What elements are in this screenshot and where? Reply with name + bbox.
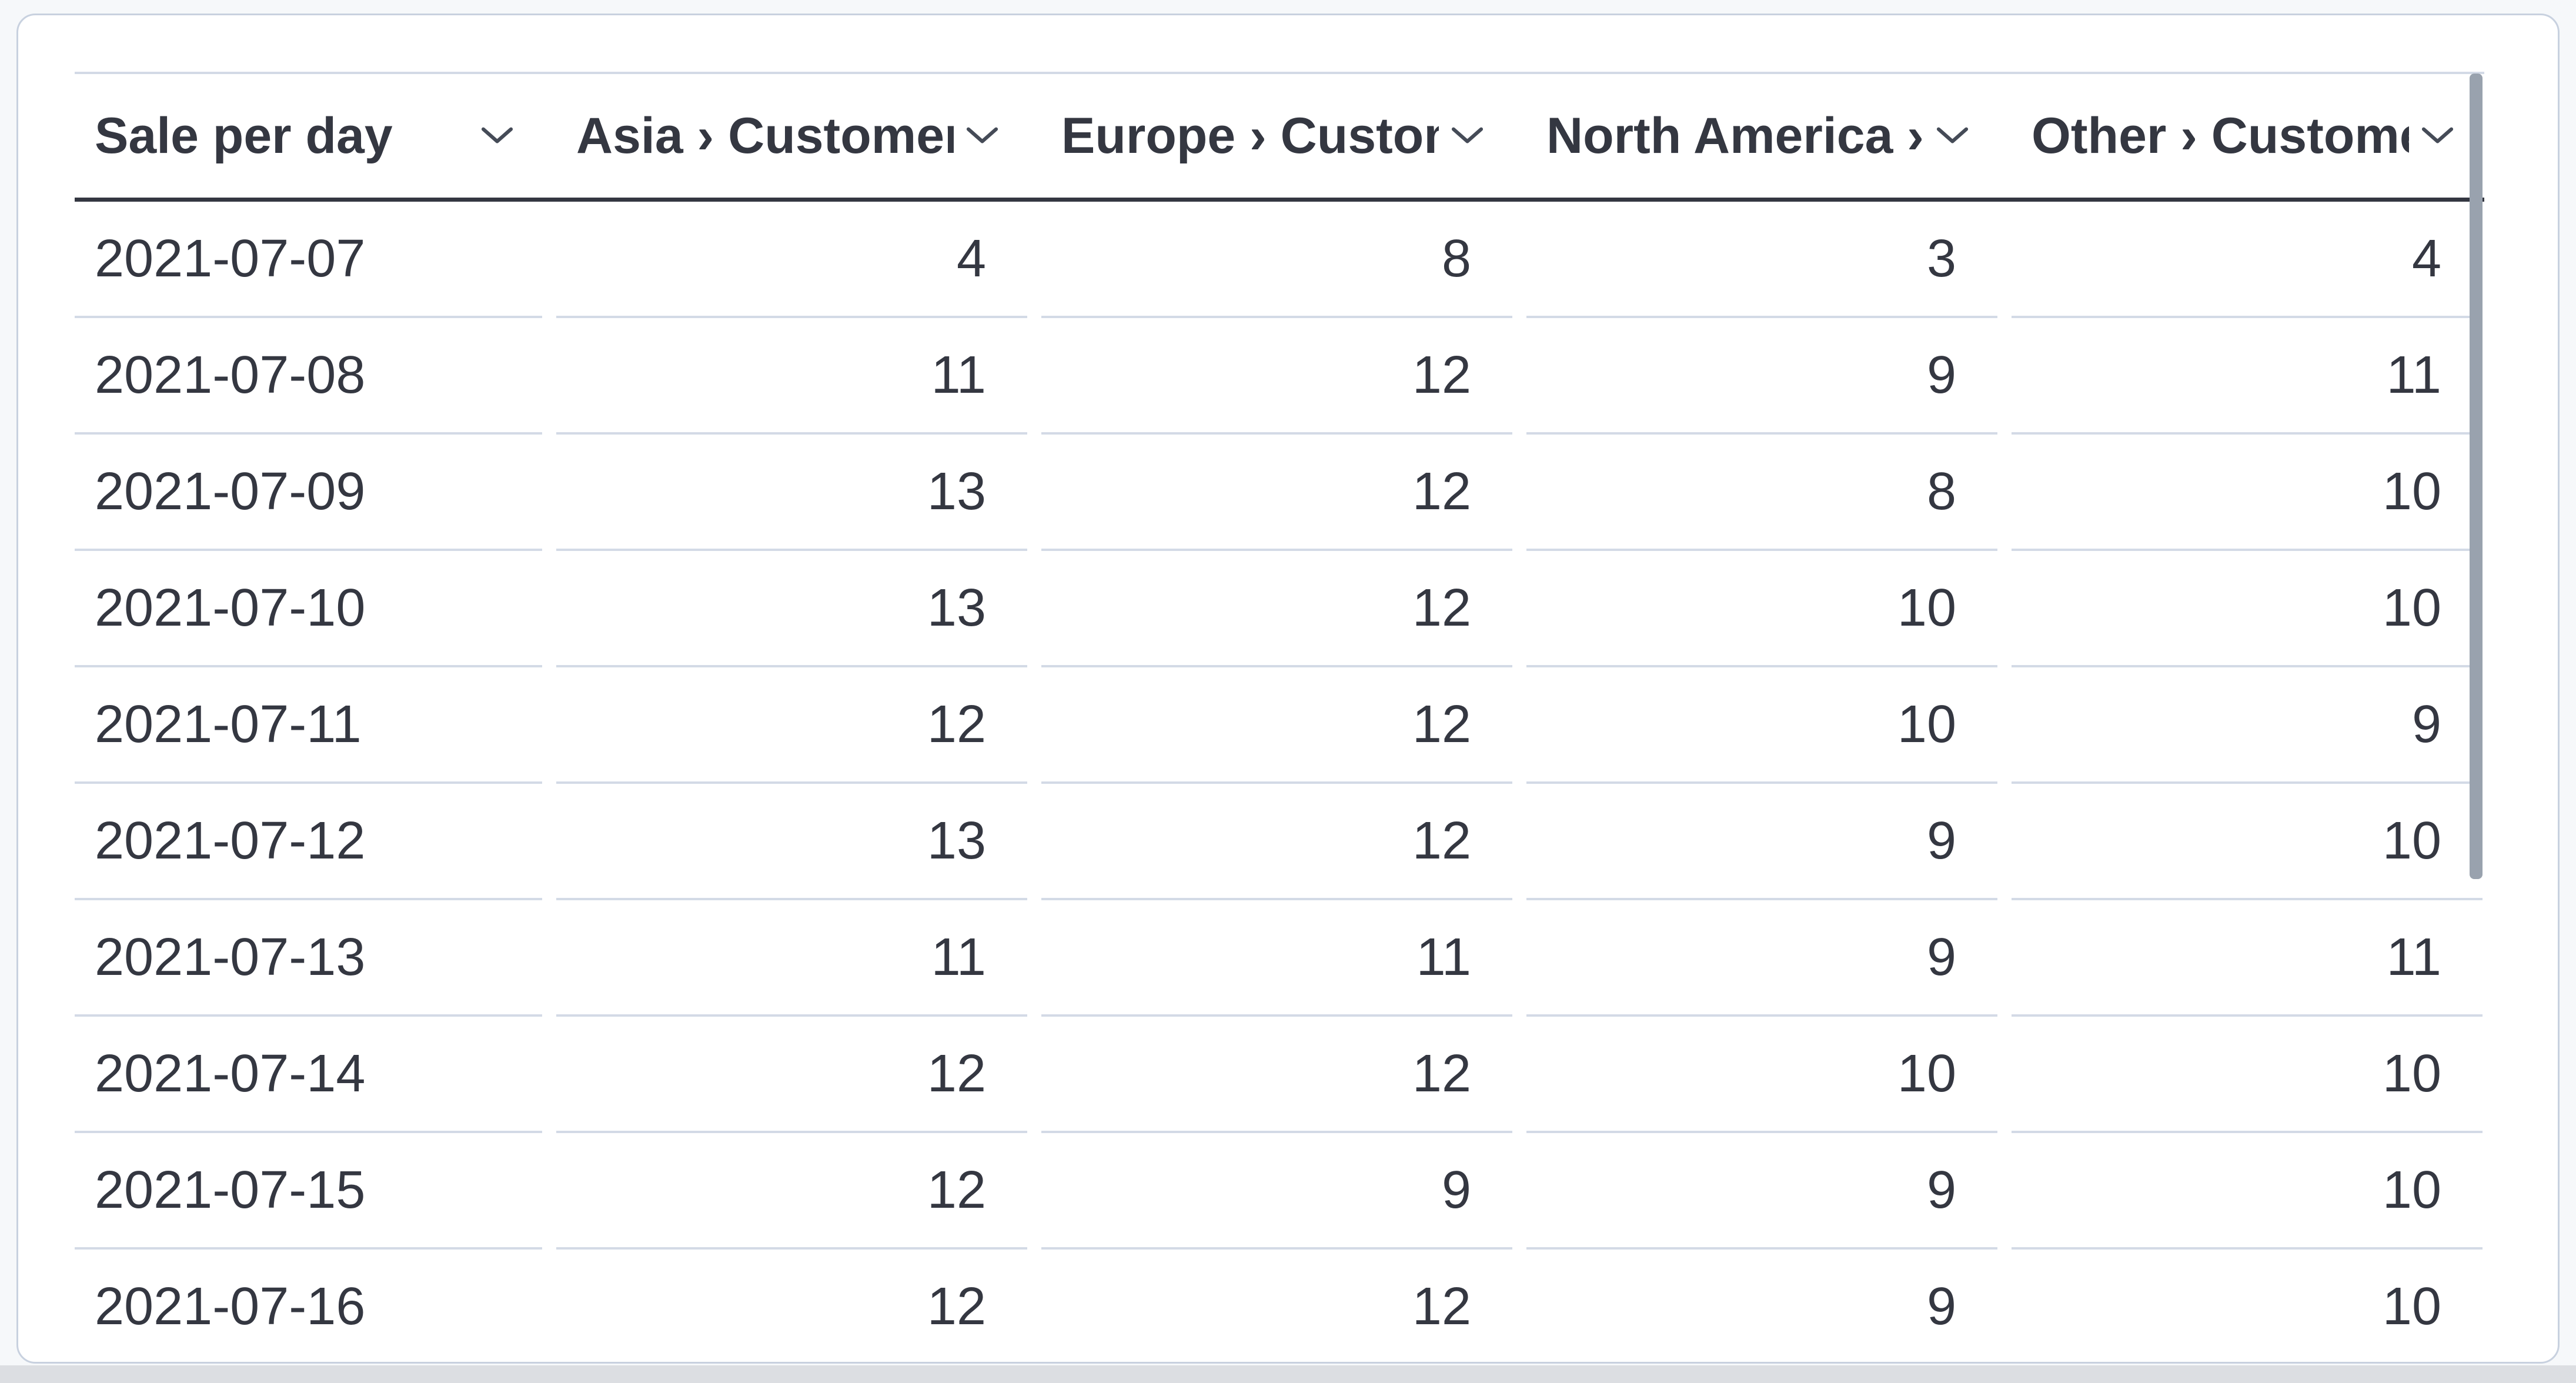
chevron-down-icon[interactable] <box>1924 126 1969 145</box>
cell-asia: 11 <box>556 318 1027 435</box>
cell-asia: 12 <box>556 1133 1027 1250</box>
cell-other: 10 <box>2012 784 2483 900</box>
column-header-north_america[interactable]: North America › Customers <box>1526 74 1997 198</box>
column-header-europe[interactable]: Europe › Customers <box>1041 74 1512 198</box>
chevron-down-icon[interactable] <box>469 126 514 145</box>
cell-europe: 12 <box>1041 551 1512 667</box>
cell-north_america: 9 <box>1526 1133 1997 1250</box>
cell-asia: 13 <box>556 551 1027 667</box>
chevron-down-icon[interactable] <box>1439 126 1484 145</box>
vertical-scrollbar-thumb[interactable] <box>2470 74 2483 879</box>
page-bottom-strip <box>0 1365 2576 1383</box>
column-header-asia[interactable]: Asia › Customers <box>556 74 1027 198</box>
cell-date: 2021-07-11 <box>75 667 542 784</box>
table-row: 2021-07-14 12 12 10 10 <box>75 1017 2484 1133</box>
cell-other: 10 <box>2012 1133 2483 1250</box>
cell-asia: 12 <box>556 667 1027 784</box>
table-row: 2021-07-12 13 12 9 10 <box>75 784 2484 900</box>
cell-north_america: 10 <box>1526 667 1997 784</box>
cell-europe: 9 <box>1041 1133 1512 1250</box>
cell-other: 11 <box>2012 318 2483 435</box>
cell-asia: 13 <box>556 784 1027 900</box>
cell-north_america: 3 <box>1526 202 1997 318</box>
cell-north_america: 9 <box>1526 900 1997 1017</box>
table-panel: Sale per day Asia › Customers Europe › Cus… <box>16 14 2560 1364</box>
cell-date: 2021-07-10 <box>75 551 542 667</box>
cell-date: 2021-07-09 <box>75 435 542 551</box>
cell-north_america: 9 <box>1526 1250 1997 1362</box>
table-row: 2021-07-11 12 12 10 9 <box>75 667 2484 784</box>
cell-asia: 13 <box>556 435 1027 551</box>
cell-north_america: 9 <box>1526 318 1997 435</box>
cell-europe: 8 <box>1041 202 1512 318</box>
cell-other: 10 <box>2012 435 2483 551</box>
cell-europe: 12 <box>1041 1250 1512 1362</box>
data-table: Sale per day Asia › Customers Europe › Cus… <box>75 72 2484 1362</box>
cell-europe: 12 <box>1041 1017 1512 1133</box>
cell-asia: 12 <box>556 1017 1027 1133</box>
cell-other: 10 <box>2012 1017 2483 1133</box>
cell-date: 2021-07-15 <box>75 1133 542 1250</box>
table-row: 2021-07-16 12 12 9 10 <box>75 1250 2484 1362</box>
column-header-label: Sale per day <box>95 107 393 164</box>
cell-asia: 11 <box>556 900 1027 1017</box>
cell-other: 10 <box>2012 1250 2483 1362</box>
column-header-label: Europe › Customers <box>1061 107 1439 164</box>
cell-other: 10 <box>2012 551 2483 667</box>
table-row: 2021-07-07 4 8 3 4 <box>75 202 2484 318</box>
chevron-down-icon[interactable] <box>954 126 999 145</box>
table-row: 2021-07-10 13 12 10 10 <box>75 551 2484 667</box>
table-row: 2021-07-09 13 12 8 10 <box>75 435 2484 551</box>
column-header-label: Other › Customers <box>2032 107 2409 164</box>
table-row: 2021-07-13 11 11 9 11 <box>75 900 2484 1017</box>
cell-europe: 12 <box>1041 318 1512 435</box>
cell-north_america: 9 <box>1526 784 1997 900</box>
cell-date: 2021-07-07 <box>75 202 542 318</box>
table-row: 2021-07-08 11 12 9 11 <box>75 318 2484 435</box>
chevron-down-icon[interactable] <box>2409 126 2454 145</box>
cell-date: 2021-07-16 <box>75 1250 542 1362</box>
cell-europe: 12 <box>1041 667 1512 784</box>
table-body: 2021-07-07 4 8 3 4 2021-07-08 11 12 9 11 2021-07-0… <box>75 202 2484 1362</box>
cell-date: 2021-07-14 <box>75 1017 542 1133</box>
table-row: 2021-07-15 12 9 9 10 <box>75 1133 2484 1250</box>
cell-north_america: 8 <box>1526 435 1997 551</box>
cell-date: 2021-07-12 <box>75 784 542 900</box>
cell-asia: 12 <box>556 1250 1027 1362</box>
cell-europe: 12 <box>1041 784 1512 900</box>
cell-europe: 12 <box>1041 435 1512 551</box>
cell-date: 2021-07-08 <box>75 318 542 435</box>
cell-north_america: 10 <box>1526 551 1997 667</box>
column-header-label: North America › Customers <box>1546 107 1924 164</box>
cell-other: 4 <box>2012 202 2483 318</box>
table-header-row: Sale per day Asia › Customers Europe › Cus… <box>75 74 2484 202</box>
cell-other: 11 <box>2012 900 2483 1017</box>
column-header-label: Asia › Customers <box>576 107 954 164</box>
cell-north_america: 10 <box>1526 1017 1997 1133</box>
cell-other: 9 <box>2012 667 2483 784</box>
cell-date: 2021-07-13 <box>75 900 542 1017</box>
cell-asia: 4 <box>556 202 1027 318</box>
column-header-date[interactable]: Sale per day <box>75 74 542 198</box>
column-header-other[interactable]: Other › Customers <box>2012 74 2483 198</box>
cell-europe: 11 <box>1041 900 1512 1017</box>
